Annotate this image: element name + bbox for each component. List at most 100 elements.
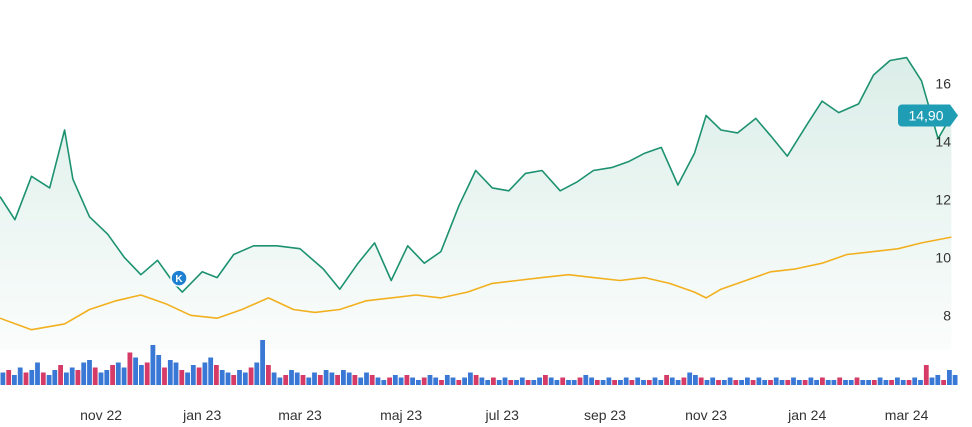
volume-bar: [260, 340, 265, 385]
volume-bar: [952, 375, 958, 385]
volume-bar: [525, 380, 531, 385]
volume-bar: [202, 362, 208, 385]
volume-bar: [150, 345, 156, 385]
volume-bar: [675, 380, 681, 385]
y-axis: 8 10 12 14 16: [935, 76, 951, 324]
volume-bar: [600, 380, 606, 385]
volume-bar: [468, 372, 473, 385]
x-tick-label: nov 23: [685, 407, 727, 423]
volume-bar: [658, 380, 664, 385]
volume-bar: [6, 370, 12, 385]
volume-bar: [237, 370, 242, 385]
volume-bar: [906, 380, 912, 385]
volume-bar: [35, 362, 40, 385]
volume-bar: [98, 372, 104, 385]
volume-bar: [277, 377, 283, 385]
volume-bar: [439, 380, 444, 385]
volume-bar: [46, 375, 52, 385]
volume-bar: [433, 377, 439, 385]
volume-bar: [12, 375, 17, 385]
volume-bar: [312, 372, 317, 385]
volume-bar: [854, 377, 860, 385]
x-tick-label: jan 24: [787, 407, 826, 423]
volume-bar: [514, 380, 519, 385]
volume-bar: [802, 380, 808, 385]
volume-bar: [58, 365, 63, 385]
x-axis: nov 22 jan 23 mar 23 maj 23 jul 23 sep 23 nov …: [80, 407, 929, 423]
volume-bar: [750, 380, 756, 385]
volume-bar: [462, 377, 467, 385]
volume-bar: [779, 380, 785, 385]
event-marker[interactable]: K: [170, 269, 188, 287]
volume-bar: [508, 380, 514, 385]
volume-bar: [895, 377, 900, 385]
volume-bar: [133, 357, 138, 385]
volume-bar: [727, 377, 733, 385]
volume-bar: [341, 370, 346, 385]
volume-bar: [848, 380, 854, 385]
volume-bar: [23, 372, 29, 385]
y-tick-label: 12: [935, 192, 951, 208]
volume-bar: [69, 367, 75, 385]
volume-bar: [81, 362, 87, 385]
volume-bar: [860, 380, 866, 385]
volume-bar: [346, 372, 352, 385]
volume-bar: [929, 377, 935, 385]
volume-bar: [652, 377, 658, 385]
volume-bar: [231, 375, 237, 385]
volume-bar: [52, 370, 58, 385]
volume-bar: [537, 377, 542, 385]
volume-bar: [710, 377, 716, 385]
volume-bar: [358, 377, 364, 385]
volume-bar: [635, 377, 641, 385]
volume-bar: [820, 377, 825, 385]
volume-bar: [421, 377, 427, 385]
volume-bar: [745, 377, 750, 385]
volume-bars: [0, 340, 958, 385]
volume-bar: [139, 365, 144, 385]
volume-bar: [843, 380, 848, 385]
y-tick-label: 8: [943, 307, 951, 323]
volume-bar: [392, 375, 398, 385]
volume-bar: [739, 380, 744, 385]
volume-bar: [17, 367, 23, 385]
x-tick-label: sep 23: [584, 407, 626, 423]
volume-bar: [912, 377, 918, 385]
volume-bar: [923, 365, 929, 385]
volume-bar: [121, 367, 127, 385]
volume-bar: [225, 372, 231, 385]
x-tick-label: jan 23: [182, 407, 221, 423]
volume-bar: [693, 375, 698, 385]
volume-bar: [450, 377, 456, 385]
volume-bar: [900, 380, 906, 385]
volume-bar: [681, 377, 687, 385]
volume-bar: [554, 380, 560, 385]
volume-bar: [75, 370, 81, 385]
last-price-value: 14,90: [908, 108, 943, 124]
volume-bar: [456, 380, 462, 385]
volume-bar: [64, 372, 69, 385]
volume-bar: [646, 380, 652, 385]
volume-bar: [306, 377, 312, 385]
volume-bar: [808, 377, 814, 385]
volume-bar: [623, 377, 629, 385]
volume-bar: [612, 380, 617, 385]
volume-bar: [115, 362, 121, 385]
volume-bar: [317, 375, 323, 385]
volume-bar: [664, 375, 669, 385]
volume-bar: [721, 380, 727, 385]
volume-bar: [594, 380, 600, 385]
volume-bar: [733, 380, 739, 385]
volume-bar: [571, 380, 577, 385]
volume-bar: [335, 375, 340, 385]
volume-bar: [110, 365, 115, 385]
index-line: [0, 236, 952, 331]
volume-bar: [496, 380, 502, 385]
x-tick-label: mar 23: [278, 407, 322, 423]
volume-bar: [92, 367, 98, 385]
volume-bar: [773, 377, 779, 385]
volume-bar: [127, 352, 133, 385]
volume-bar: [254, 362, 260, 385]
x-tick-label: jul 23: [484, 407, 519, 423]
volume-bar: [698, 377, 704, 385]
